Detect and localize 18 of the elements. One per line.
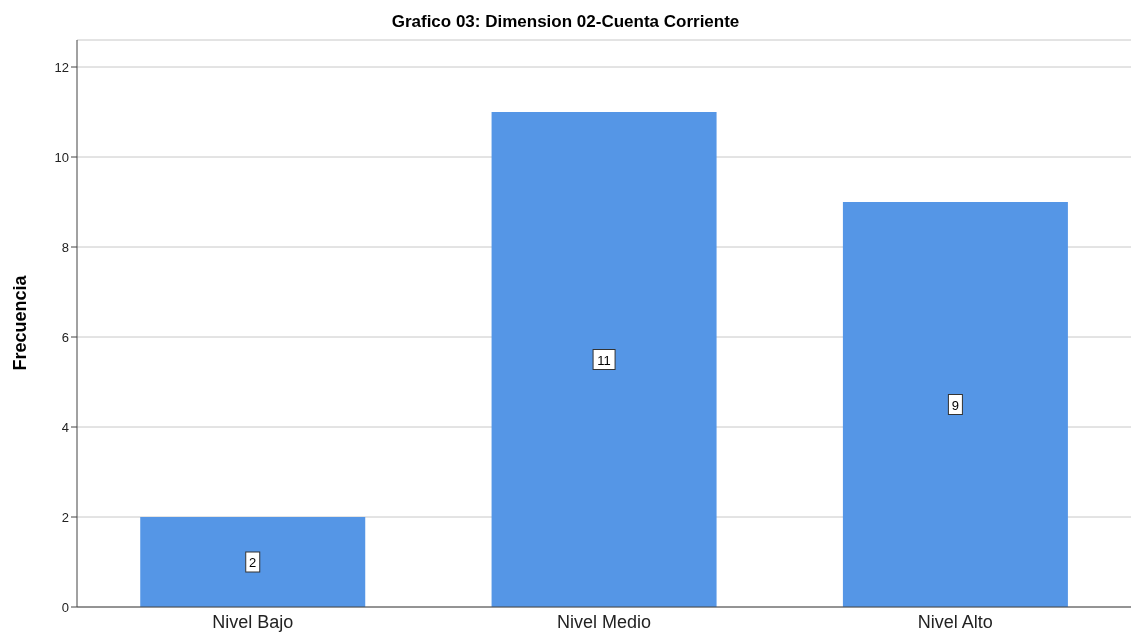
data-label: 2 xyxy=(249,555,257,570)
data-label: 9 xyxy=(951,397,960,413)
y-tick-label: 2 xyxy=(61,509,69,525)
y-tick-label: 4 xyxy=(61,419,69,435)
x-tick-label: Nivel Bajo xyxy=(212,611,294,632)
y-tick-label: 8 xyxy=(61,239,69,255)
y-axis-title: Frecuencia xyxy=(9,275,31,371)
y-tick-label: 0 xyxy=(61,599,69,615)
y-tick-label: 10 xyxy=(54,149,69,165)
bar xyxy=(842,202,1068,607)
y-tick-label: 12 xyxy=(54,59,69,75)
x-tick-label: Nivel Alto xyxy=(917,611,993,632)
data-label: 11 xyxy=(597,352,611,368)
bar xyxy=(491,112,717,607)
chart-title: Grafico 03: Dimension 02-Cuenta Corriente xyxy=(390,12,741,32)
y-tick-label: 6 xyxy=(61,329,69,345)
bar xyxy=(140,517,366,607)
x-tick-label: Nivel Medio xyxy=(556,611,652,632)
